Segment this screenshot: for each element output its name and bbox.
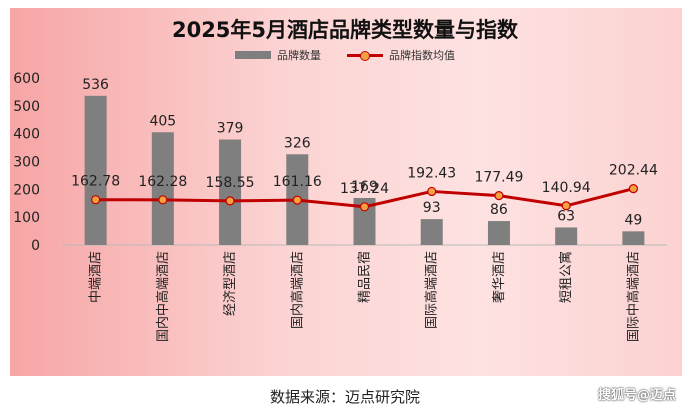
bar bbox=[487, 221, 510, 245]
y-tick-label: 600 bbox=[13, 71, 40, 87]
x-category-label: 短租公寓 bbox=[558, 251, 574, 303]
source-note: 数据来源：迈点研究院 bbox=[269, 388, 420, 406]
index-marker bbox=[158, 195, 168, 205]
legend-item-line: 品牌指数均值 bbox=[347, 47, 455, 63]
y-tick-label: 200 bbox=[13, 182, 40, 198]
x-category-label: 国际高端酒店 bbox=[424, 251, 440, 329]
bar bbox=[420, 219, 443, 245]
legend-bar-label: 品牌数量 bbox=[277, 49, 321, 62]
x-category-label: 中端酒店 bbox=[89, 251, 104, 303]
bar bbox=[219, 139, 242, 245]
bar bbox=[353, 197, 376, 245]
bar-value-label: 63 bbox=[557, 208, 575, 224]
index-value-label: 158.55 bbox=[206, 175, 255, 191]
index-value-label: 192.43 bbox=[407, 165, 456, 181]
watermark: 搜狐号@迈点 bbox=[598, 388, 677, 403]
x-category-label: 精品民宿 bbox=[357, 251, 373, 303]
bar-value-label: 86 bbox=[490, 202, 508, 218]
index-value-label: 161.16 bbox=[273, 174, 322, 190]
bar-value-label: 379 bbox=[217, 121, 244, 137]
index-marker bbox=[427, 186, 437, 197]
x-category-label: 国内中高端酒店 bbox=[155, 251, 171, 342]
index-value-label: 202.44 bbox=[609, 163, 658, 179]
bar bbox=[555, 227, 578, 245]
y-tick-label: 400 bbox=[13, 127, 40, 143]
index-marker bbox=[561, 201, 571, 211]
chart-legend: 品牌数量 品牌指数均值 bbox=[0, 47, 690, 63]
index-value-label: 162.28 bbox=[138, 174, 187, 190]
legend-line-swatch bbox=[347, 50, 383, 61]
index-marker bbox=[359, 202, 370, 212]
legend-item-bars: 品牌数量 bbox=[235, 47, 321, 63]
y-tick-label: 0 bbox=[31, 238, 40, 254]
x-category-label: 国际中高端酒店 bbox=[625, 251, 641, 342]
index-marker bbox=[292, 195, 302, 205]
index-value-label: 137.24 bbox=[340, 181, 389, 197]
x-category-label: 经济型酒店 bbox=[223, 251, 238, 316]
bar-value-label: 169 bbox=[351, 179, 378, 195]
index-value-label: 140.94 bbox=[542, 180, 591, 196]
index-marker bbox=[225, 196, 235, 206]
bar-value-label: 405 bbox=[149, 113, 176, 129]
bar-value-label: 536 bbox=[82, 77, 109, 93]
chart-background bbox=[10, 8, 682, 376]
index-value-label: 162.78 bbox=[71, 174, 120, 190]
chart-title: 2025年5月酒店品牌类型数量与指数 bbox=[171, 18, 519, 42]
bar bbox=[84, 95, 107, 246]
index-marker bbox=[628, 184, 638, 194]
bar bbox=[151, 132, 174, 245]
x-category-label: 奢华酒店 bbox=[492, 251, 507, 303]
x-category-label: 国内高端酒店 bbox=[289, 251, 305, 329]
y-tick-label: 100 bbox=[13, 210, 40, 226]
index-marker bbox=[494, 190, 504, 201]
bar-value-label: 326 bbox=[284, 135, 311, 151]
bar-value-label: 93 bbox=[423, 200, 441, 216]
bar-value-label: 49 bbox=[624, 212, 642, 228]
y-tick-label: 300 bbox=[13, 155, 40, 171]
legend-line-label: 品牌指数均值 bbox=[389, 49, 455, 62]
y-tick-label: 500 bbox=[13, 99, 40, 115]
bar bbox=[622, 231, 645, 245]
index-value-label: 177.49 bbox=[474, 170, 523, 186]
index-marker bbox=[91, 195, 101, 205]
legend-bar-swatch bbox=[235, 51, 271, 59]
